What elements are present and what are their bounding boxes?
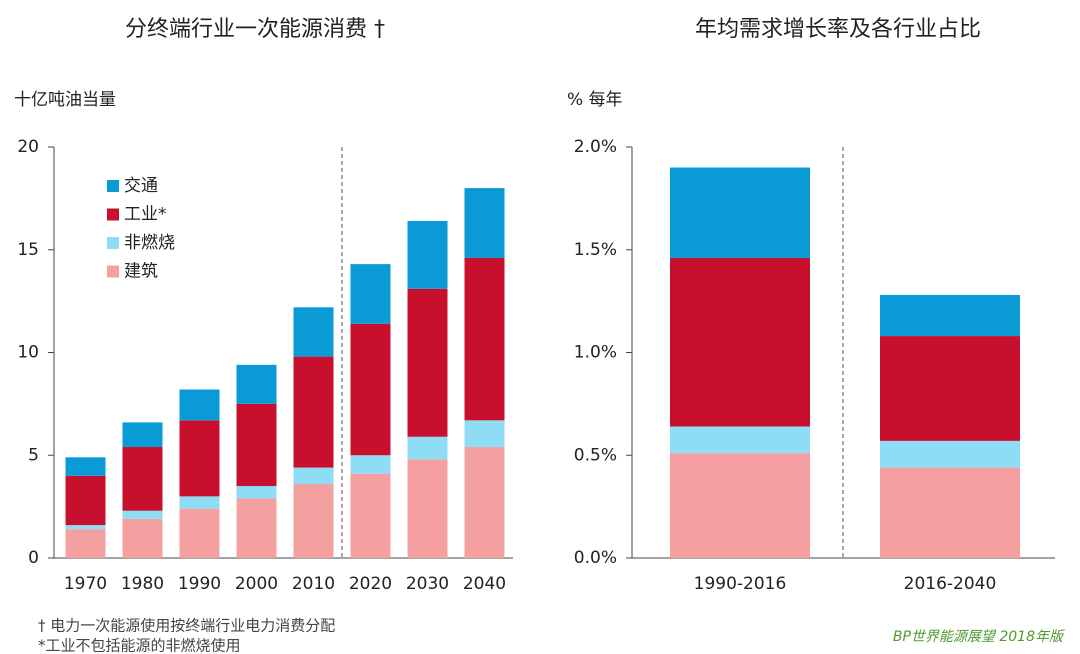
bar-segment	[350, 323, 391, 456]
bar-segment	[464, 257, 505, 421]
x-tick-label: 2000	[235, 574, 278, 594]
bar-segment	[236, 403, 277, 487]
y-tick-label: 1.5%	[574, 240, 617, 260]
bar-segment	[464, 188, 505, 258]
legend-label: 交通	[124, 176, 158, 196]
legend-label: 工业*	[124, 205, 167, 225]
x-tick-label: 2030	[406, 574, 449, 594]
bar-segment	[407, 288, 448, 437]
bar-segment	[179, 389, 220, 421]
y-tick-label: 2.0%	[574, 137, 617, 157]
legend-swatch	[107, 265, 119, 278]
x-tick-label: 2016-2040	[904, 574, 997, 594]
x-tick-label: 2040	[463, 574, 506, 594]
legend-label: 建筑	[124, 262, 158, 282]
bar-segment	[179, 420, 220, 497]
y-tick-label: 0.5%	[574, 445, 617, 465]
chart-title: 分终端行业一次能源消费 †	[125, 17, 385, 42]
bar-segment	[122, 510, 163, 519]
bar-segment	[293, 356, 334, 468]
bar-segment	[464, 447, 505, 558]
source: BP世界能源展望 2018年版	[893, 629, 1065, 645]
bar-segment	[122, 447, 163, 511]
legend-label: 非燃烧	[124, 233, 175, 253]
bar-segment	[350, 264, 391, 324]
bar-segment	[236, 364, 277, 404]
bar-segment	[65, 475, 106, 526]
bar-segment	[65, 529, 106, 558]
bar-segment	[236, 498, 277, 558]
y-tick-label: 15	[17, 240, 39, 260]
y-tick-label: 5	[28, 445, 39, 465]
bar-segment	[65, 457, 106, 476]
bar-segment	[179, 496, 220, 509]
bar-segment	[407, 459, 448, 558]
bar-segment	[236, 486, 277, 499]
bar-segment	[670, 426, 810, 454]
bar-segment	[407, 436, 448, 460]
y-tick-label: 0	[28, 548, 39, 568]
bar-segment	[65, 525, 106, 530]
bar-segment	[122, 422, 163, 448]
bar-segment	[350, 473, 391, 558]
footnote: † 电力一次能源使用按终端行业电力消费分配	[38, 617, 335, 635]
x-tick-label: 1990-2016	[694, 574, 787, 594]
bar-segment	[670, 167, 810, 258]
bar-segment	[407, 220, 448, 289]
bar-segment	[464, 420, 505, 448]
y-tick-label: 1.0%	[574, 343, 617, 363]
legend-swatch	[107, 208, 119, 221]
bar-segment	[122, 518, 163, 558]
bar-segment	[293, 484, 334, 558]
legend-swatch	[107, 237, 119, 249]
bar-segment	[880, 294, 1020, 337]
y-axis-label: % 每年	[567, 90, 623, 110]
chart-title: 年均需求增长率及各行业占比	[695, 17, 981, 42]
legend-swatch	[107, 180, 119, 192]
y-tick-label: 20	[17, 137, 39, 157]
bar-segment	[350, 455, 391, 474]
bar-segment	[670, 257, 810, 427]
bar-segment	[293, 307, 334, 357]
x-tick-label: 1970	[64, 574, 107, 594]
y-tick-label: 10	[17, 343, 39, 363]
x-tick-label: 1990	[178, 574, 221, 594]
bar-segment	[293, 467, 334, 485]
bar-segment	[670, 453, 810, 558]
x-tick-label: 2020	[349, 574, 392, 594]
x-tick-label: 1980	[121, 574, 164, 594]
bar-segment	[880, 336, 1020, 441]
footnote: *工业不包括能源的非燃烧使用	[38, 637, 241, 654]
x-tick-label: 2010	[292, 574, 335, 594]
y-axis-label: 十亿吨油当量	[14, 90, 116, 110]
bar-segment	[179, 508, 220, 558]
y-tick-label: 0.0%	[574, 548, 617, 568]
bar-segment	[880, 440, 1020, 468]
bar-segment	[880, 467, 1020, 558]
